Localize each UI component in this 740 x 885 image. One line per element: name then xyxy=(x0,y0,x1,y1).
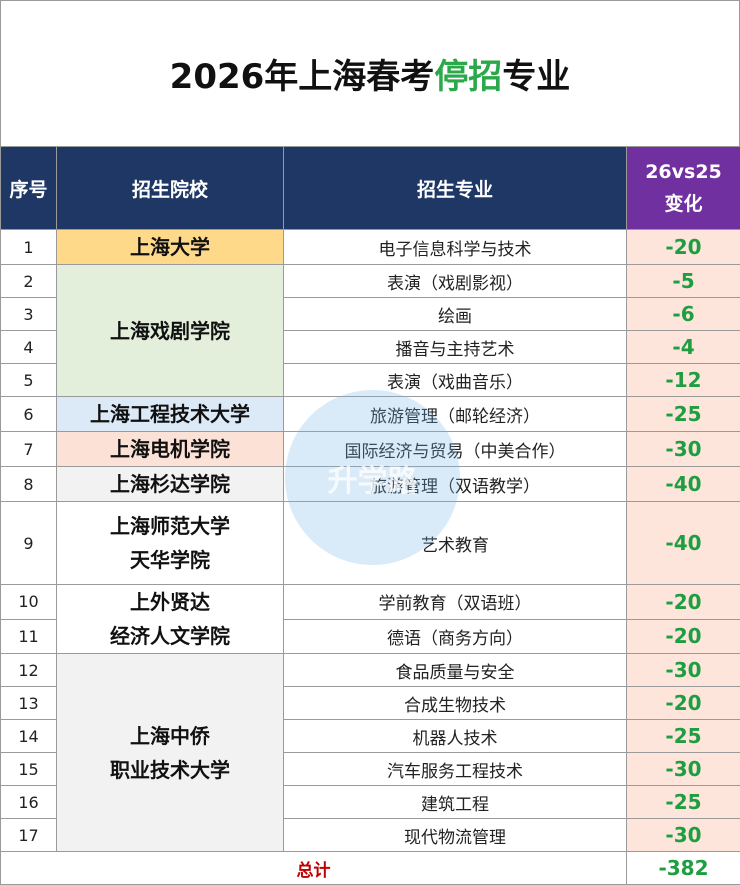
header-school: 招生院校 xyxy=(57,147,284,230)
major-cell: 艺术教育 xyxy=(284,502,627,585)
school-cell: 上海中侨 职业技术大学 xyxy=(57,654,284,852)
school-cell: 上海杉达学院 xyxy=(57,467,284,502)
header-major: 招生专业 xyxy=(284,147,627,230)
change-cell: -40 xyxy=(627,502,740,585)
row-index: 9 xyxy=(1,502,57,585)
row-index: 10 xyxy=(1,585,57,620)
change-cell: -40 xyxy=(627,467,740,502)
row-index: 2 xyxy=(1,265,57,298)
title-prefix: 2026年上海春考 xyxy=(170,49,435,98)
school-cell: 上海电机学院 xyxy=(57,432,284,467)
school-line1: 上海中侨 xyxy=(130,724,210,748)
school-line1: 上外贤达 xyxy=(130,590,210,614)
major-cell: 食品质量与安全 xyxy=(284,654,627,687)
row-index: 6 xyxy=(1,397,57,432)
row-index: 7 xyxy=(1,432,57,467)
change-cell: -30 xyxy=(627,753,740,786)
major-cell: 现代物流管理 xyxy=(284,819,627,852)
table-row: 12 上海中侨 职业技术大学 食品质量与安全 -30 xyxy=(1,654,740,687)
major-cell: 机器人技术 xyxy=(284,720,627,753)
total-value: -382 xyxy=(627,852,740,885)
change-cell: -5 xyxy=(627,265,740,298)
row-index: 5 xyxy=(1,364,57,397)
major-cell: 汽车服务工程技术 xyxy=(284,753,627,786)
row-index: 13 xyxy=(1,687,57,720)
major-cell: 德语（商务方向） xyxy=(284,619,627,654)
major-cell: 学前教育（双语班） xyxy=(284,585,627,620)
school-cell: 上海戏剧学院 xyxy=(57,265,284,397)
table-row: 9 上海师范大学 天华学院 艺术教育 -40 xyxy=(1,502,740,585)
title-highlight: 停招 xyxy=(434,49,502,98)
total-row: 总计 -382 xyxy=(1,852,740,885)
table-row: 1 上海大学 电子信息科学与技术 -20 xyxy=(1,230,740,265)
change-cell: -25 xyxy=(627,720,740,753)
major-cell: 表演（戏曲音乐） xyxy=(284,364,627,397)
row-index: 8 xyxy=(1,467,57,502)
title-suffix: 专业 xyxy=(502,49,570,98)
total-label: 总计 xyxy=(1,852,627,885)
change-cell: -20 xyxy=(627,230,740,265)
table-row: 10 上外贤达 经济人文学院 学前教育（双语班） -20 xyxy=(1,585,740,620)
school-line2: 天华学院 xyxy=(130,548,210,572)
header-change-line1: 26vs25 xyxy=(645,161,722,183)
major-cell: 旅游管理（邮轮经济） xyxy=(284,397,627,432)
table-row: 8 上海杉达学院 旅游管理（双语教学） -40 xyxy=(1,467,740,502)
school-cell: 上海工程技术大学 xyxy=(57,397,284,432)
school-cell: 上海大学 xyxy=(57,230,284,265)
change-cell: -25 xyxy=(627,786,740,819)
major-cell: 电子信息科学与技术 xyxy=(284,230,627,265)
change-cell: -20 xyxy=(627,687,740,720)
row-index: 15 xyxy=(1,753,57,786)
header-index: 序号 xyxy=(1,147,57,230)
change-cell: -6 xyxy=(627,298,740,331)
change-cell: -20 xyxy=(627,585,740,620)
page-title: 2026年上海春考停招专业 xyxy=(0,0,740,146)
major-cell: 国际经济与贸易（中美合作） xyxy=(284,432,627,467)
school-cell: 上海师范大学 天华学院 xyxy=(57,502,284,585)
change-cell: -30 xyxy=(627,654,740,687)
school-line1: 上海师范大学 xyxy=(110,514,230,538)
major-cell: 表演（戏剧影视） xyxy=(284,265,627,298)
change-cell: -30 xyxy=(627,819,740,852)
school-line2: 职业技术大学 xyxy=(110,758,230,782)
header-change-line2: 变化 xyxy=(664,193,702,215)
change-cell: -20 xyxy=(627,619,740,654)
row-index: 12 xyxy=(1,654,57,687)
row-index: 1 xyxy=(1,230,57,265)
header-change: 26vs25 变化 xyxy=(627,147,740,230)
major-cell: 建筑工程 xyxy=(284,786,627,819)
major-cell: 合成生物技术 xyxy=(284,687,627,720)
school-cell: 上外贤达 经济人文学院 xyxy=(57,585,284,654)
major-cell: 播音与主持艺术 xyxy=(284,331,627,364)
row-index: 11 xyxy=(1,619,57,654)
school-line2: 经济人文学院 xyxy=(110,624,230,648)
change-cell: -30 xyxy=(627,432,740,467)
row-index: 16 xyxy=(1,786,57,819)
table-row: 2 上海戏剧学院 表演（戏剧影视） -5 xyxy=(1,265,740,298)
change-cell: -4 xyxy=(627,331,740,364)
row-index: 17 xyxy=(1,819,57,852)
row-index: 4 xyxy=(1,331,57,364)
change-cell: -25 xyxy=(627,397,740,432)
majors-table: 序号 招生院校 招生专业 26vs25 变化 1 上海大学 电子信息科学与技术 … xyxy=(0,146,740,885)
table-row: 6 上海工程技术大学 旅游管理（邮轮经济） -25 xyxy=(1,397,740,432)
row-index: 3 xyxy=(1,298,57,331)
table-row: 7 上海电机学院 国际经济与贸易（中美合作） -30 xyxy=(1,432,740,467)
change-cell: -12 xyxy=(627,364,740,397)
major-cell: 绘画 xyxy=(284,298,627,331)
header-row: 序号 招生院校 招生专业 26vs25 变化 xyxy=(1,147,740,230)
row-index: 14 xyxy=(1,720,57,753)
major-cell: 旅游管理（双语教学） xyxy=(284,467,627,502)
